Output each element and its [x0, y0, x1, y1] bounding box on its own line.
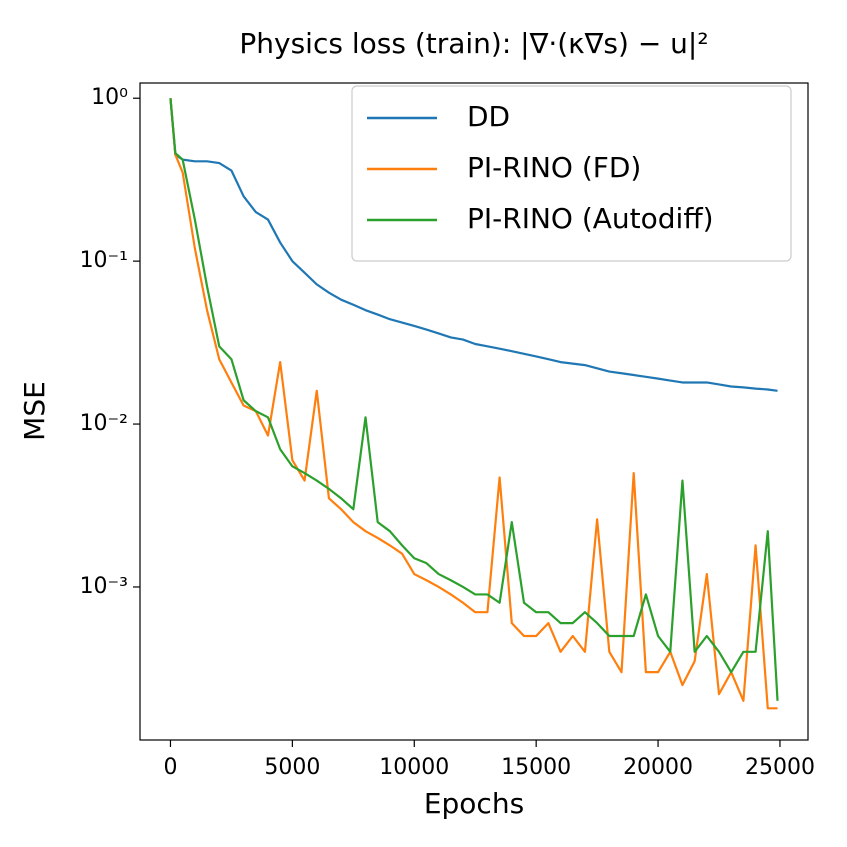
legend-label: PI-RINO (Autodiff): [467, 202, 714, 235]
x-tick-label: 10000: [379, 755, 449, 780]
y-axis-label: MSE: [18, 381, 51, 441]
x-tick-label: 20000: [623, 755, 693, 780]
y-tick-label: 10⁻¹: [80, 248, 128, 273]
x-tick-label: 5000: [264, 755, 320, 780]
x-tick-label: 15000: [501, 755, 571, 780]
x-axis-label: Epochs: [424, 787, 524, 820]
series-line: [169, 98, 779, 701]
legend-label: PI-RINO (FD): [467, 151, 641, 184]
series-line: [169, 98, 778, 710]
x-tick-label: 0: [163, 755, 177, 780]
legend-label: DD: [467, 100, 510, 133]
legend-box: [351, 85, 792, 262]
y-tick-label: 10⁻²: [80, 411, 128, 436]
y-tick-label: 10⁻³: [80, 574, 128, 599]
chart-title: Physics loss (train): |∇·(κ∇s) − u|²: [239, 27, 708, 60]
y-tick-label: 10⁰: [91, 85, 128, 110]
plot-frame: [139, 82, 809, 741]
series-line: [169, 98, 778, 392]
x-tick-label: 25000: [745, 755, 815, 780]
